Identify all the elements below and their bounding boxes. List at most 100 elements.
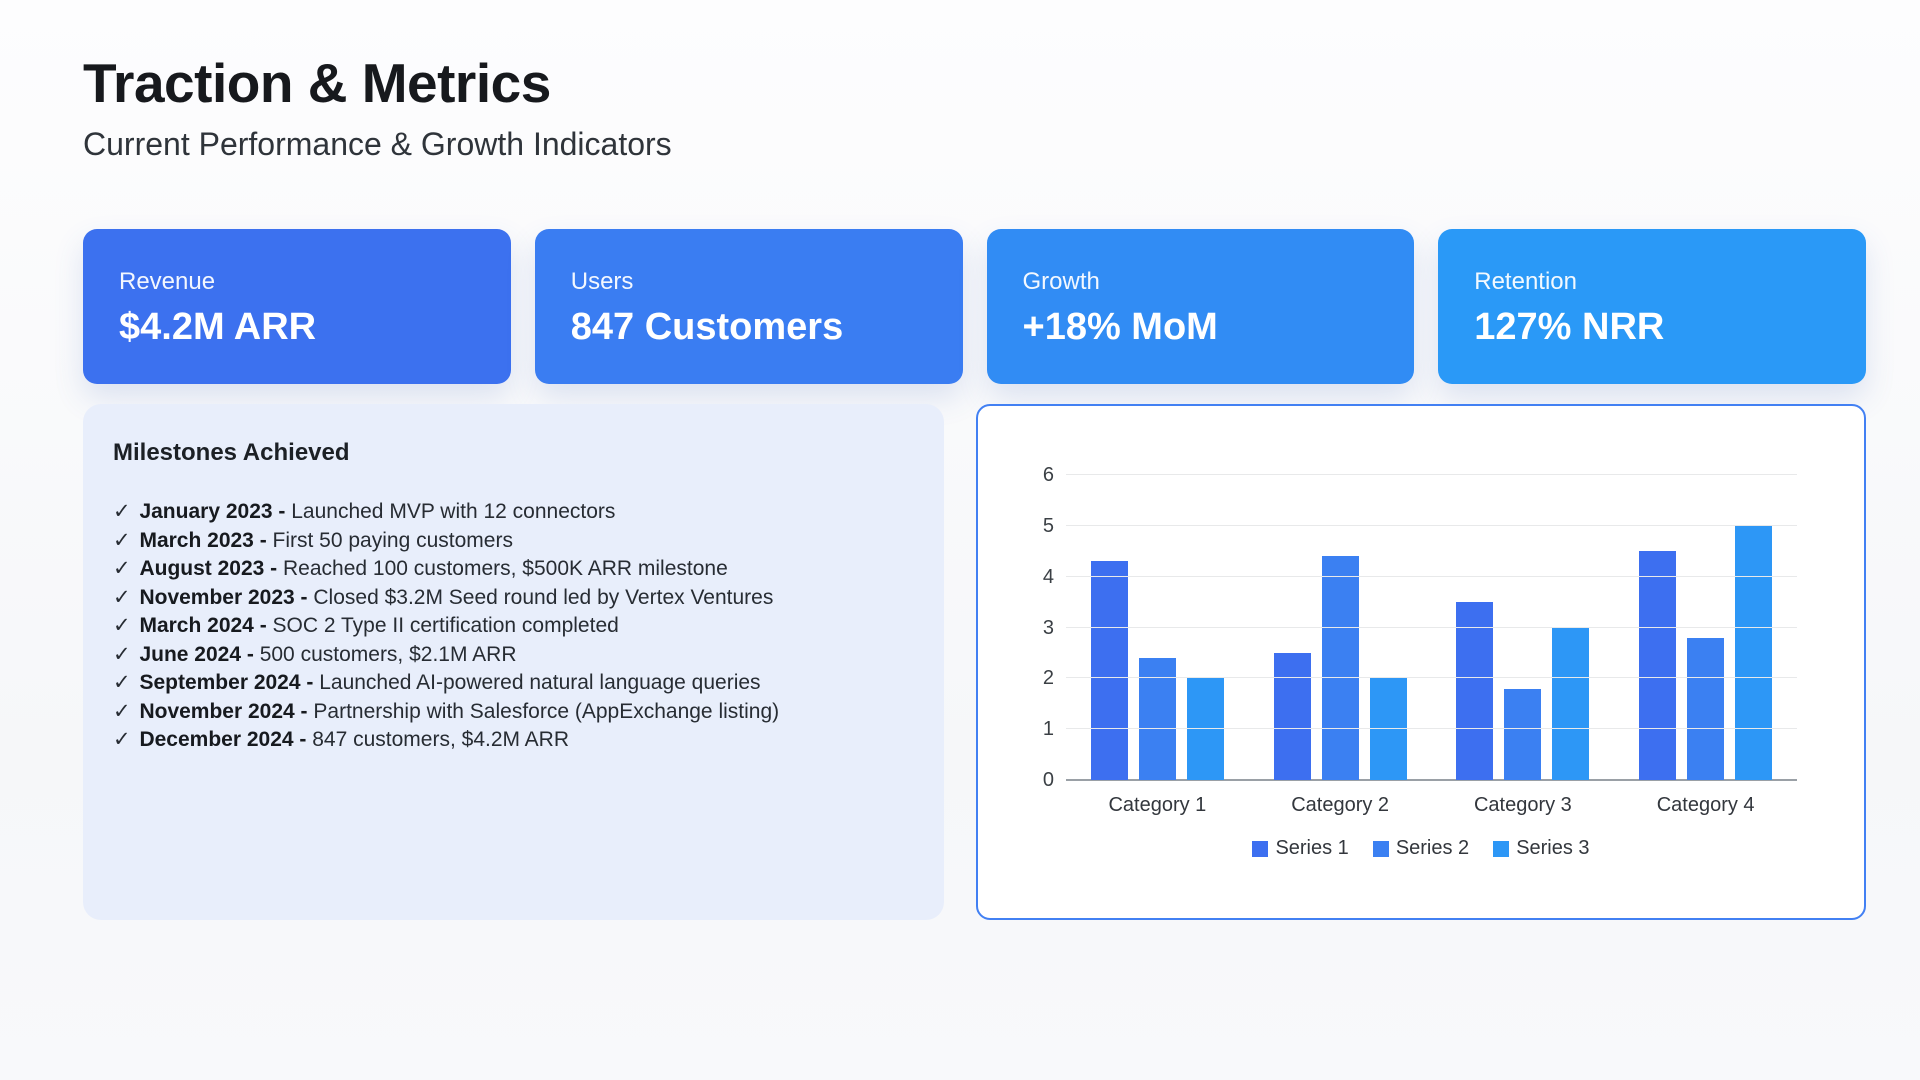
milestone-date: November 2024 - xyxy=(139,699,308,723)
legend-item-series-1: Series 1 xyxy=(1252,837,1349,860)
metric-card-value: 127% NRR xyxy=(1474,306,1665,348)
bar-series-1 xyxy=(1273,652,1311,780)
bar-series-2 xyxy=(1504,688,1542,780)
y-tick-label: 6 xyxy=(1042,464,1054,486)
gridline xyxy=(1066,474,1797,475)
check-icon: ✓ xyxy=(113,557,131,580)
bar-series-2 xyxy=(1138,658,1176,780)
milestone-text: First 50 paying customers xyxy=(272,528,513,552)
milestone-item: ✓ September 2024 - Launched AI-powered n… xyxy=(113,669,914,698)
gridline xyxy=(1066,626,1797,628)
milestone-date: March 2023 - xyxy=(139,528,267,552)
bar-series-3 xyxy=(1186,678,1224,780)
milestone-date: January 2023 - xyxy=(139,500,286,523)
milestone-item: ✓ June 2024 - 500 customers, $2.1M ARR xyxy=(113,641,914,670)
bar-group-category-4 xyxy=(1614,475,1797,780)
bar-series-3 xyxy=(1552,627,1590,780)
legend-swatch-icon xyxy=(1372,840,1389,857)
check-icon: ✓ xyxy=(113,671,131,694)
check-icon: ✓ xyxy=(113,528,131,552)
legend-label: Series 3 xyxy=(1516,837,1590,859)
legend-swatch-icon xyxy=(1252,840,1269,857)
check-icon: ✓ xyxy=(113,642,131,666)
check-icon: ✓ xyxy=(113,500,131,523)
legend-item-series-2: Series 2 xyxy=(1372,837,1470,860)
bar-series-3 xyxy=(1369,678,1407,780)
metric-card-revenue: Revenue $4.2M ARR xyxy=(83,229,511,384)
bar-group-category-2 xyxy=(1249,475,1432,780)
bar-series-1 xyxy=(1090,561,1128,780)
metric-card-label: Users xyxy=(570,268,634,295)
metric-card-value: $4.2M ARR xyxy=(119,306,317,348)
milestone-text: Launched AI-powered natural language que… xyxy=(319,671,761,694)
legend-swatch-icon xyxy=(1493,840,1510,857)
gridline xyxy=(1066,677,1797,679)
chart-x-labels: Category 1 Category 2 Category 3 Category 4 xyxy=(1066,794,1797,817)
x-category-label: Category 3 xyxy=(1473,794,1572,816)
y-tick-label: 0 xyxy=(1042,769,1054,791)
metric-card-users: Users 847 Customers xyxy=(534,229,963,384)
milestone-text: Launched MVP with 12 connectors xyxy=(291,500,616,523)
chart-y-axis: 0 1 2 3 4 5 6 xyxy=(978,465,1054,790)
legend-label: Series 1 xyxy=(1275,837,1349,859)
legend-item-series-3: Series 3 xyxy=(1493,837,1590,860)
x-axis-line xyxy=(1066,779,1797,781)
metric-card-label: Growth xyxy=(1022,268,1100,295)
milestone-item: ✓ March 2023 - First 50 paying customers xyxy=(113,527,914,556)
y-tick-label: 2 xyxy=(1042,667,1054,690)
milestone-date: June 2024 - xyxy=(139,642,254,666)
milestone-item: ✓ January 2023 - Launched MVP with 12 co… xyxy=(113,498,914,527)
milestone-text: SOC 2 Type II certification completed xyxy=(272,614,619,637)
milestone-date: August 2023 - xyxy=(139,557,278,580)
milestones-heading: Milestones Achieved xyxy=(113,439,350,466)
check-icon: ✓ xyxy=(113,699,131,723)
milestone-item: ✓ August 2023 - Reached 100 customers, $… xyxy=(113,555,914,584)
metric-card-retention: Retention 127% NRR xyxy=(1438,229,1866,384)
milestone-text: 847 customers, $4.2M ARR xyxy=(312,728,570,751)
y-tick-label: 5 xyxy=(1042,514,1054,537)
bar-group-category-3 xyxy=(1432,475,1615,780)
gridline xyxy=(1066,728,1797,730)
page-title: Traction & Metrics xyxy=(83,52,551,114)
milestone-date: December 2024 - xyxy=(139,728,307,751)
x-category-label: Category 4 xyxy=(1656,794,1755,816)
metric-card-label: Revenue xyxy=(119,268,216,295)
milestone-item: ✓ November 2023 - Closed $3.2M Seed roun… xyxy=(113,584,914,613)
milestone-date: March 2024 - xyxy=(139,614,267,637)
legend-label: Series 2 xyxy=(1395,837,1470,859)
milestone-text: Partnership with Salesforce (AppExchange… xyxy=(313,699,780,723)
gridline xyxy=(1066,524,1797,526)
milestone-item: ✓ November 2024 - Partnership with Sales… xyxy=(113,698,914,727)
check-icon: ✓ xyxy=(113,585,131,609)
milestones-panel: Milestones Achieved ✓ January 2023 - Lau… xyxy=(83,404,944,920)
milestone-text: Closed $3.2M Seed round led by Vertex Ve… xyxy=(313,585,774,609)
x-category-label: Category 1 xyxy=(1108,794,1207,816)
bar-series-1 xyxy=(1456,602,1494,780)
metric-card-value: 847 Customers xyxy=(570,306,844,348)
bar-series-2 xyxy=(1321,556,1359,780)
y-tick-label: 1 xyxy=(1042,718,1054,741)
page-subtitle: Current Performance & Growth Indicators xyxy=(83,126,672,162)
x-category-label: Category 2 xyxy=(1291,794,1390,816)
y-tick-label: 3 xyxy=(1042,616,1054,639)
milestones-list: ✓ January 2023 - Launched MVP with 12 co… xyxy=(113,498,914,755)
bar-series-1 xyxy=(1639,551,1677,780)
gridline xyxy=(1066,575,1797,577)
milestone-text: 500 customers, $2.1M ARR xyxy=(259,642,517,666)
metric-cards-row: Revenue $4.2M ARR Users 847 Customers Gr… xyxy=(83,229,1866,384)
milestone-item: ✓ March 2024 - SOC 2 Type II certificati… xyxy=(113,612,914,641)
milestone-date: November 2023 - xyxy=(139,585,308,609)
chart-bar-groups xyxy=(1066,475,1797,780)
y-tick-label: 4 xyxy=(1042,565,1054,588)
metric-card-label: Retention xyxy=(1474,268,1577,295)
metric-card-growth: Growth +18% MoM xyxy=(986,229,1415,384)
bar-series-3 xyxy=(1735,525,1773,780)
check-icon: ✓ xyxy=(113,728,131,751)
bar-group-category-1 xyxy=(1066,475,1249,780)
chart-legend: Series 1 Series 2 Series 3 xyxy=(978,837,1864,860)
check-icon: ✓ xyxy=(113,614,131,637)
chart-plot xyxy=(1066,474,1797,781)
milestone-text: Reached 100 customers, $500K ARR milesto… xyxy=(283,557,728,580)
metric-card-value: +18% MoM xyxy=(1022,306,1218,348)
milestone-date: September 2024 - xyxy=(139,671,314,694)
